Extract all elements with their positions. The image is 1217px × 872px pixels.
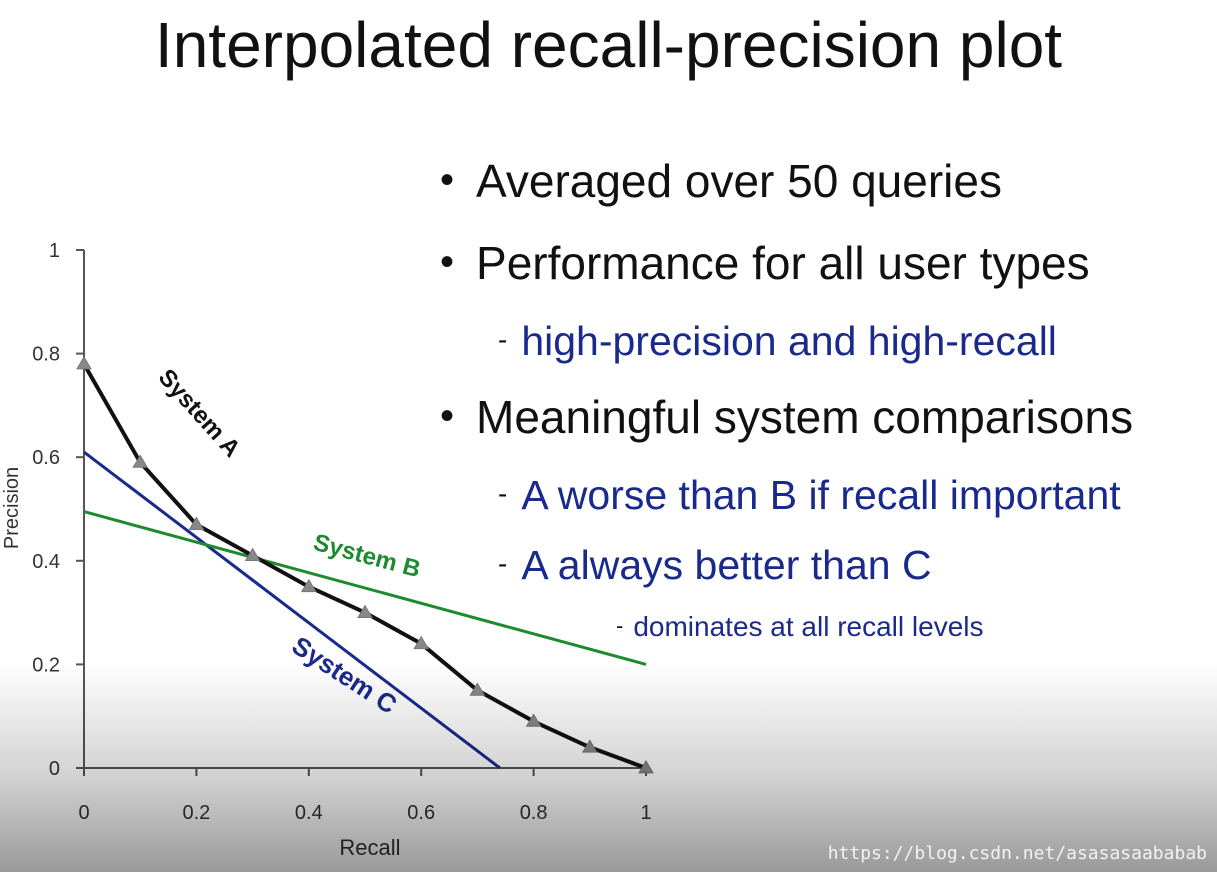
y-tick-label: 0.8 [32,344,60,366]
bullet-item: • Meaningful system comparisons [440,390,1133,444]
bullet-text: Performance for all user types [476,237,1090,289]
slide-title: Interpolated recall-precision plot [154,9,1063,81]
chart-axes [83,250,646,769]
x-tick-label: 0.6 [407,802,435,824]
data-point-marker [638,760,654,774]
bullet-text: A always better than C [521,542,932,588]
y-tick-label: 0.6 [32,447,60,469]
bullet-item: • Averaged over 50 queries [440,154,1002,208]
x-tick-label: 0.2 [182,802,210,824]
chart-markers [76,355,654,774]
bullet-item: • Performance for all user types [440,236,1090,290]
y-tick-label: 0.2 [32,654,60,676]
bullet-text: Meaningful system comparisons [476,391,1134,443]
y-tick-label: 0 [49,758,60,780]
bullet-dot-icon: • [440,240,455,284]
data-point-marker [581,739,598,753]
series-label-system-c: System C [287,630,403,720]
x-tick-label: 0.8 [520,802,548,824]
data-point-marker [188,516,205,530]
y-tick-label: 0.4 [32,551,60,573]
series-label-system-b: System B [311,529,424,583]
series-line-system-b [83,510,647,666]
bullet-subsubitem: - dominates at all recall levels [616,611,984,643]
bullet-subitem: -A worse than B if recall important [498,472,1121,519]
data-point-marker [525,713,542,727]
x-tick-label: 0.4 [295,802,323,824]
data-point-marker [469,682,486,696]
dash-icon: - [498,324,508,355]
bullet-subitem: - high-precision and high-recall [498,318,1057,365]
dash-icon: - [498,548,508,579]
bullet-dot-icon: • [440,394,455,438]
chart-ticks: 0 0.2 0.4 0.6 0.8 1 0 0.2 0.4 0.6 0.8 1 [32,240,651,824]
series-line-system-c [83,450,501,770]
y-tick-label: 1 [49,240,60,262]
data-point-marker [132,454,149,468]
x-axis-label: Recall [339,835,400,860]
dash-icon: - [498,478,508,509]
bullet-subitem: -A always better than C [498,542,932,589]
bullet-text: A worse than B if recall important [521,472,1121,518]
dash-icon: - [616,613,624,638]
bullet-text: Averaged over 50 queries [476,155,1002,207]
data-point-marker [244,547,261,562]
watermark: https://blog.csdn.net/asasasaababab [827,843,1207,864]
x-tick-label: 0 [78,802,89,824]
x-tick-label: 1 [640,802,651,824]
series-label-system-a: System A [153,364,246,463]
y-axis-label: Precision [1,467,23,549]
data-point-marker [413,635,430,650]
data-point-marker [300,578,317,593]
bullet-text: high-precision and high-recall [521,318,1057,364]
bullet-text: dominates at all recall levels [633,611,984,642]
data-point-marker [76,355,92,370]
recall-precision-chart: 0 0.2 0.4 0.6 0.8 1 0 0.2 0.4 0.6 0.8 1 System A Sys… [1,240,654,860]
bullet-dot-icon: • [440,158,455,202]
data-point-marker [357,604,373,618]
